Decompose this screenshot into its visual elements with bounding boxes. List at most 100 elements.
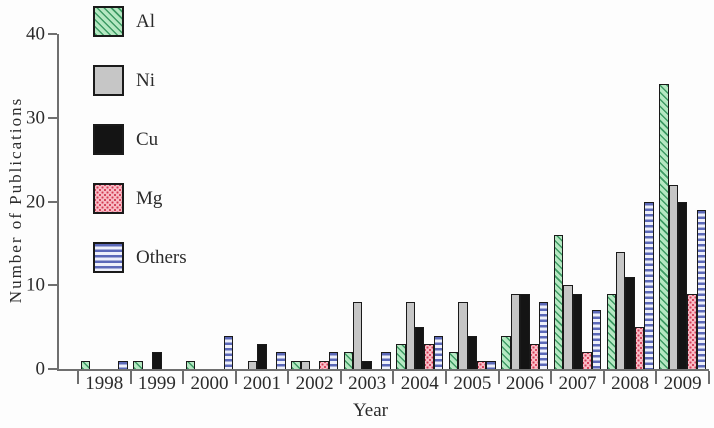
legend-swatch-mg — [93, 183, 124, 214]
x-tick-label-2008: 2008 — [611, 373, 650, 394]
x-tick-label-2004: 2004 — [400, 373, 439, 394]
year-group-2007: 2007 — [550, 34, 604, 393]
bar-others-1998 — [118, 360, 128, 369]
year-group-2002: 2002 — [287, 34, 341, 393]
legend-item-cu: Cu — [93, 124, 187, 155]
x-tick-label-2002: 2002 — [295, 373, 334, 394]
bar-mg-2005 — [477, 360, 487, 369]
legend-item-others: Others — [93, 242, 187, 273]
bar-others-2006 — [539, 302, 549, 369]
y-tick-label-40: 40 — [26, 23, 45, 45]
bar-ni-2004 — [405, 302, 416, 369]
bar-al-2009 — [659, 84, 669, 369]
bar-al-2007 — [554, 235, 564, 369]
year-group-2003: 2003 — [339, 34, 394, 393]
bar-mg-2006 — [529, 343, 539, 369]
year-group-2008: 2008 — [602, 34, 657, 393]
x-tick-label-2003: 2003 — [348, 373, 387, 394]
bar-cu-2006 — [520, 293, 530, 369]
bar-ni-2006 — [510, 293, 521, 369]
legend-swatch-al — [93, 6, 124, 37]
year-group-2009: 2009 — [655, 34, 710, 393]
year-group-2001: 2001 — [234, 34, 289, 393]
legend-label-al: Al — [136, 11, 155, 32]
legend-label-others: Others — [136, 247, 187, 268]
bar-mg-2008 — [634, 327, 645, 369]
y-tick-20 — [48, 200, 57, 203]
bar-mg-2009 — [687, 293, 697, 369]
legend-item-al: Al — [93, 6, 187, 37]
year-group-2006: 2006 — [497, 34, 552, 393]
bar-al-2000 — [185, 360, 196, 369]
bar-ni-2002 — [300, 360, 310, 369]
bar-cu-2005 — [467, 335, 478, 369]
bar-others-2003 — [381, 352, 391, 369]
legend-label-ni: Ni — [136, 70, 155, 91]
bar-cu-2007 — [572, 293, 583, 369]
bar-al-2002 — [291, 360, 301, 369]
bar-al-2005 — [448, 352, 459, 369]
y-tick-label-30: 30 — [26, 107, 45, 129]
bar-others-2000 — [223, 335, 233, 369]
legend-item-ni: Ni — [93, 65, 187, 96]
bar-cu-2009 — [677, 201, 688, 369]
x-tick-label-2000: 2000 — [190, 373, 229, 394]
bar-ni-2005 — [458, 302, 468, 369]
bar-al-2003 — [343, 352, 354, 369]
x-tick-label-1998: 1998 — [85, 373, 124, 394]
bar-others-2005 — [486, 360, 496, 369]
bar-ni-2007 — [563, 285, 573, 369]
legend-swatch-others — [93, 242, 124, 273]
bar-others-2008 — [644, 201, 654, 369]
legend-label-mg: Mg — [136, 188, 163, 209]
bar-others-2002 — [328, 352, 339, 369]
bar-groups: 1998 1999 2000 2001 2002 2003 2004 2005 2006 2007… — [77, 34, 710, 393]
y-tick-label-0: 0 — [35, 358, 46, 380]
x-tick-label-2005: 2005 — [453, 373, 492, 394]
y-tick-label-20: 20 — [26, 191, 45, 212]
year-group-1998: 1998 — [77, 34, 131, 393]
y-tick-30 — [48, 116, 57, 119]
y-tick-40 — [48, 33, 57, 35]
bar-others-2001 — [276, 352, 286, 369]
bar-al-1999 — [133, 360, 143, 369]
bar-mg-2007 — [582, 352, 592, 369]
x-tick-label-1999: 1999 — [137, 373, 176, 394]
y-tick-10 — [48, 284, 57, 287]
legend-swatch-cu — [93, 124, 124, 155]
x-axis-title: Year — [352, 400, 388, 421]
legend-item-mg: Mg — [93, 183, 187, 214]
year-group-2005: 2005 — [445, 34, 499, 393]
bar-cu-2008 — [625, 276, 635, 369]
legend-swatch-ni — [93, 65, 124, 96]
legend-label-cu: Cu — [136, 129, 159, 150]
legend: Al Ni Cu Mg Others — [93, 6, 187, 273]
bar-cu-2001 — [257, 343, 267, 369]
bar-cu-2004 — [415, 327, 425, 369]
year-group-2000: 2000 — [182, 34, 236, 393]
bar-al-2006 — [501, 335, 511, 369]
y-tick-0 — [48, 368, 57, 370]
bar-mg-2002 — [319, 360, 329, 369]
bar-ni-2001 — [247, 360, 258, 369]
bar-others-2007 — [591, 310, 601, 369]
x-tick-label-2001: 2001 — [243, 373, 282, 394]
year-group-2004: 2004 — [392, 34, 446, 393]
bar-al-2004 — [396, 343, 406, 369]
y-tick-label-10: 10 — [26, 274, 45, 296]
plot-area: 0 10 20 30 40 1998 1999 2000 2001 2002 2003 2004 20… — [26, 25, 710, 393]
bar-al-2008 — [606, 293, 616, 369]
bar-cu-1999 — [152, 352, 162, 369]
bar-others-2004 — [433, 335, 444, 369]
x-tick-label-2006: 2006 — [505, 373, 544, 394]
bar-ni-2009 — [668, 184, 678, 369]
bar-ni-2003 — [353, 302, 363, 369]
bar-cu-2003 — [362, 360, 372, 369]
bar-al-1998 — [80, 360, 91, 369]
year-group-1999: 1999 — [129, 34, 184, 393]
bar-mg-2004 — [424, 343, 434, 369]
bar-ni-2008 — [615, 251, 626, 369]
bar-others-2009 — [696, 209, 707, 369]
x-tick-label-2007: 2007 — [558, 373, 597, 394]
